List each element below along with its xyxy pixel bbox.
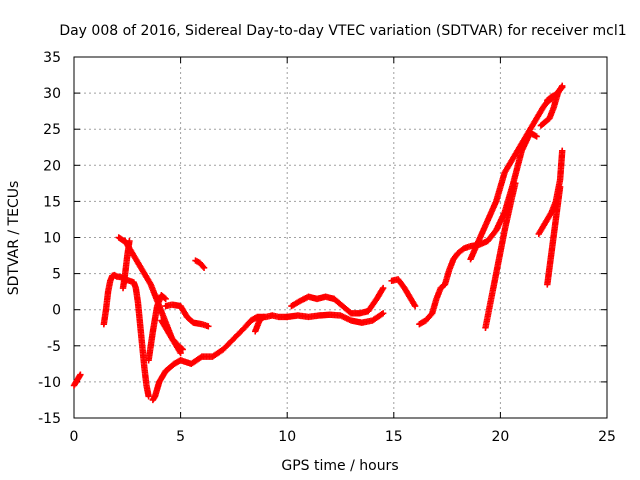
series-seg18: [544, 84, 566, 104]
y-tick-label: -15: [38, 411, 61, 427]
x-tick-label: 20: [491, 429, 509, 445]
y-tick-label: 5: [52, 267, 61, 283]
data-point: [161, 294, 168, 302]
x-tick-label: 0: [70, 429, 79, 445]
x-tick-label: 5: [176, 429, 185, 445]
data-point: [162, 295, 169, 303]
series-layer: [70, 82, 566, 404]
series-seg02: [100, 271, 152, 400]
series-seg08: [158, 317, 186, 353]
y-axis-label: SDTVAR / TECUs: [6, 181, 22, 296]
series-seg05: [149, 312, 291, 404]
series-seg13: [388, 276, 419, 310]
series-seg07: [162, 301, 212, 330]
data-point: [126, 237, 133, 245]
data-point: [200, 264, 208, 272]
data-point: [378, 311, 386, 318]
x-axis-label: GPS time / hours: [281, 458, 398, 474]
y-tick-label: 30: [43, 86, 61, 102]
series-seg14: [416, 129, 540, 328]
y-tick-label: 15: [43, 194, 61, 210]
data-point: [260, 313, 267, 321]
series-seg16: [482, 180, 519, 331]
y-tick-label: -10: [38, 375, 61, 391]
y-tick-label: 10: [43, 231, 61, 247]
data-point: [379, 310, 387, 317]
x-tick-label: 10: [278, 429, 296, 445]
chart-title: Day 008 of 2016, Sidereal Day-to-day VTE…: [59, 23, 626, 39]
data-point: [559, 84, 566, 91]
y-tick-label: -5: [47, 339, 61, 355]
data-point: [557, 85, 565, 92]
y-tick-label: 0: [52, 303, 61, 319]
data-point: [177, 349, 184, 357]
series-seg12: [284, 310, 387, 326]
data-point: [179, 346, 186, 353]
data-point: [559, 147, 566, 155]
grid-layer: [74, 57, 607, 418]
data-point: [259, 314, 266, 322]
data-point: [77, 371, 84, 378]
y-tick-label: 20: [43, 158, 61, 174]
series-seg19: [535, 147, 566, 238]
series-seg01: [70, 371, 84, 389]
data-point: [411, 302, 419, 310]
y-tick-label: 25: [43, 122, 61, 138]
series-seg06: [145, 292, 169, 364]
y-tick-label: 35: [43, 50, 61, 66]
series-seg11: [288, 284, 387, 317]
data-point: [205, 323, 212, 330]
data-point: [533, 133, 540, 140]
series-seg15: [467, 95, 555, 263]
data-point: [145, 393, 152, 400]
data-point: [178, 345, 185, 352]
series-seg20: [544, 183, 564, 288]
data-point: [512, 180, 519, 187]
data-point: [379, 284, 387, 292]
series-seg09: [192, 257, 208, 272]
x-tick-label: 25: [598, 429, 616, 445]
data-point: [556, 183, 564, 191]
data-point: [199, 263, 207, 270]
x-tick-label: 15: [385, 429, 403, 445]
series-seg04: [119, 237, 133, 292]
ticks-layer: 0 5 10 15 20 25 -15 -10 -5 0 5 10 15 20 25 30 35: [38, 50, 616, 445]
series-seg10: [252, 313, 267, 335]
